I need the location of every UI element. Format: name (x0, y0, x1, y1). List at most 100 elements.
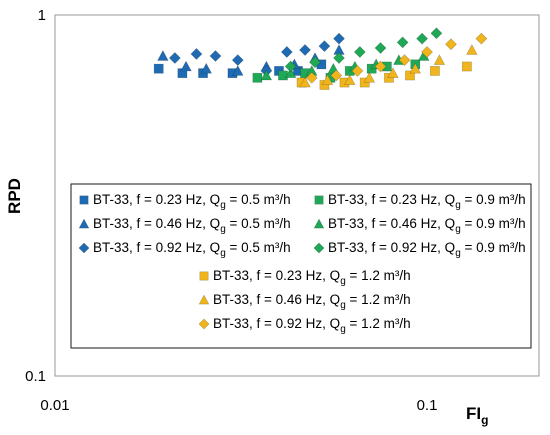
legend-marker (78, 242, 90, 254)
legend-marker (313, 242, 325, 254)
legend-marker (78, 218, 90, 229)
legend-label-tail: = 1.2 m³/h (346, 316, 411, 331)
legend-entry: BT-33, f = 0.92 Hz, Qg = 0.9 m³/h (313, 240, 526, 259)
legend-label-tail: = 0.5 m³/h (226, 240, 291, 255)
data-point (333, 32, 345, 45)
legend-entry: BT-33, f = 0.46 Hz, Qg = 1.2 m³/h (198, 292, 411, 311)
data-point (157, 50, 169, 61)
data-point (180, 60, 192, 72)
legend-entry: BT-33, f = 0.92 Hz, Qg = 1.2 m³/h (198, 316, 411, 335)
data-point (330, 69, 343, 82)
data-point (429, 66, 440, 76)
plot-frame (54, 14, 540, 377)
legend-label-sub: g (340, 276, 346, 287)
x-tick-label: 0.1 (417, 397, 438, 414)
legend-marker (198, 294, 210, 305)
legend-label-sub: g (220, 248, 226, 259)
data-point (299, 76, 311, 88)
x-axis-title-main: FI (466, 404, 481, 423)
data-point (374, 60, 387, 73)
data-point (209, 50, 222, 62)
legend-label: BT-33, f = 0.46 Hz, Qg = 1.2 m³/h (213, 292, 411, 311)
legend-entry: BT-33, f = 0.92 Hz, Qg = 0.5 m³/h (78, 240, 291, 259)
legend-label: BT-33, f = 0.92 Hz, Qg = 1.2 m³/h (213, 316, 411, 335)
data-point (445, 38, 457, 51)
legend-label-sub: g (220, 224, 226, 235)
data-point (409, 62, 422, 74)
x-axis-title-sub: g (481, 413, 488, 427)
data-point (475, 32, 488, 45)
data-point (252, 72, 263, 83)
legend-label-sub: g (455, 224, 461, 235)
data-point (396, 36, 409, 49)
data-point (190, 48, 203, 60)
legend-box (70, 183, 532, 349)
legend-label-sub: g (220, 200, 226, 211)
data-markers (153, 27, 488, 90)
data-point (387, 67, 399, 78)
axis-ticks: 0.01 0.1 0.1 1 (25, 7, 437, 414)
legend-marker (314, 195, 324, 205)
legend-label: BT-33, f = 0.92 Hz, Qg = 0.9 m³/h (328, 240, 526, 259)
legend-label: BT-33, f = 0.46 Hz, Qg = 0.9 m³/h (328, 216, 526, 235)
data-point (231, 64, 244, 76)
data-point (153, 63, 164, 74)
legend-label: BT-33, f = 0.23 Hz, Qg = 1.2 m³/h (213, 268, 411, 287)
legend-label-main: BT-33, f = 0.23 Hz, Q (93, 192, 220, 207)
legend-entry: BT-33, f = 0.23 Hz, Qg = 1.2 m³/h (199, 268, 411, 287)
legend-label-sub: g (455, 200, 461, 211)
data-point (299, 44, 311, 56)
y-tick-label: 0.1 (25, 368, 46, 385)
data-point (416, 32, 429, 45)
legend-entry: BT-33, f = 0.46 Hz, Qg = 0.9 m³/h (313, 216, 526, 235)
legend-entry: BT-33, f = 0.23 Hz, Qg = 0.5 m³/h (79, 192, 291, 211)
data-point (353, 46, 366, 58)
data-point (430, 27, 443, 40)
legend-label-tail: = 1.2 m³/h (346, 292, 411, 307)
legend-label-tail: = 0.9 m³/h (461, 192, 526, 207)
legend-label: BT-33, f = 0.92 Hz, Qg = 0.5 m³/h (93, 240, 291, 259)
data-point (461, 61, 472, 72)
data-point (363, 71, 376, 83)
legend-label-main: BT-33, f = 0.92 Hz, Q (213, 316, 340, 331)
data-point (168, 52, 181, 64)
legend-entry: BT-33, f = 0.46 Hz, Qg = 0.5 m³/h (78, 216, 291, 235)
legend-label-sub: g (340, 324, 346, 335)
legend: BT-33, f = 0.23 Hz, Qg = 0.5 m³/h BT-33, … (78, 192, 526, 335)
legend-label-main: BT-33, f = 0.23 Hz, Q (328, 192, 455, 207)
legend-label: BT-33, f = 0.46 Hz, Qg = 0.5 m³/h (93, 216, 291, 235)
data-point (231, 54, 244, 67)
legend-entry: BT-33, f = 0.23 Hz, Qg = 0.9 m³/h (314, 192, 526, 211)
legend-label-main: BT-33, f = 0.23 Hz, Q (213, 268, 340, 283)
x-tick-label: 0.01 (40, 397, 69, 414)
data-point (284, 60, 297, 73)
data-point (278, 70, 288, 81)
data-point (318, 40, 331, 53)
legend-label-sub: g (340, 300, 346, 311)
data-point (374, 42, 387, 54)
x-axis-title: FIg (466, 404, 488, 427)
legend-label: BT-33, f = 0.23 Hz, Qg = 0.5 m³/h (93, 192, 291, 211)
data-point (280, 46, 293, 58)
legend-label-main: BT-33, f = 0.92 Hz, Q (93, 240, 220, 255)
data-point (384, 72, 394, 83)
legend-label-tail: = 0.5 m³/h (226, 192, 291, 207)
legend-label-tail: = 0.9 m³/h (461, 240, 526, 255)
data-point (405, 70, 415, 81)
legend-label: BT-33, f = 0.23 Hz, Qg = 0.9 m³/h (328, 192, 526, 211)
legend-label-main: BT-33, f = 0.92 Hz, Q (328, 240, 455, 255)
data-point (321, 74, 334, 85)
data-point (309, 56, 321, 69)
legend-marker (199, 271, 209, 281)
legend-label-main: BT-33, f = 0.46 Hz, Q (213, 292, 340, 307)
data-point (398, 54, 411, 67)
data-point (421, 46, 433, 58)
data-point (433, 54, 446, 65)
legend-marker (313, 218, 325, 229)
legend-label-tail: = 1.2 m³/h (346, 268, 411, 283)
legend-label-main: BT-33, f = 0.46 Hz, Q (93, 216, 220, 231)
data-point (343, 74, 356, 85)
legend-label-tail: = 0.5 m³/h (226, 216, 291, 231)
data-point (333, 52, 345, 64)
legend-marker (198, 318, 210, 330)
